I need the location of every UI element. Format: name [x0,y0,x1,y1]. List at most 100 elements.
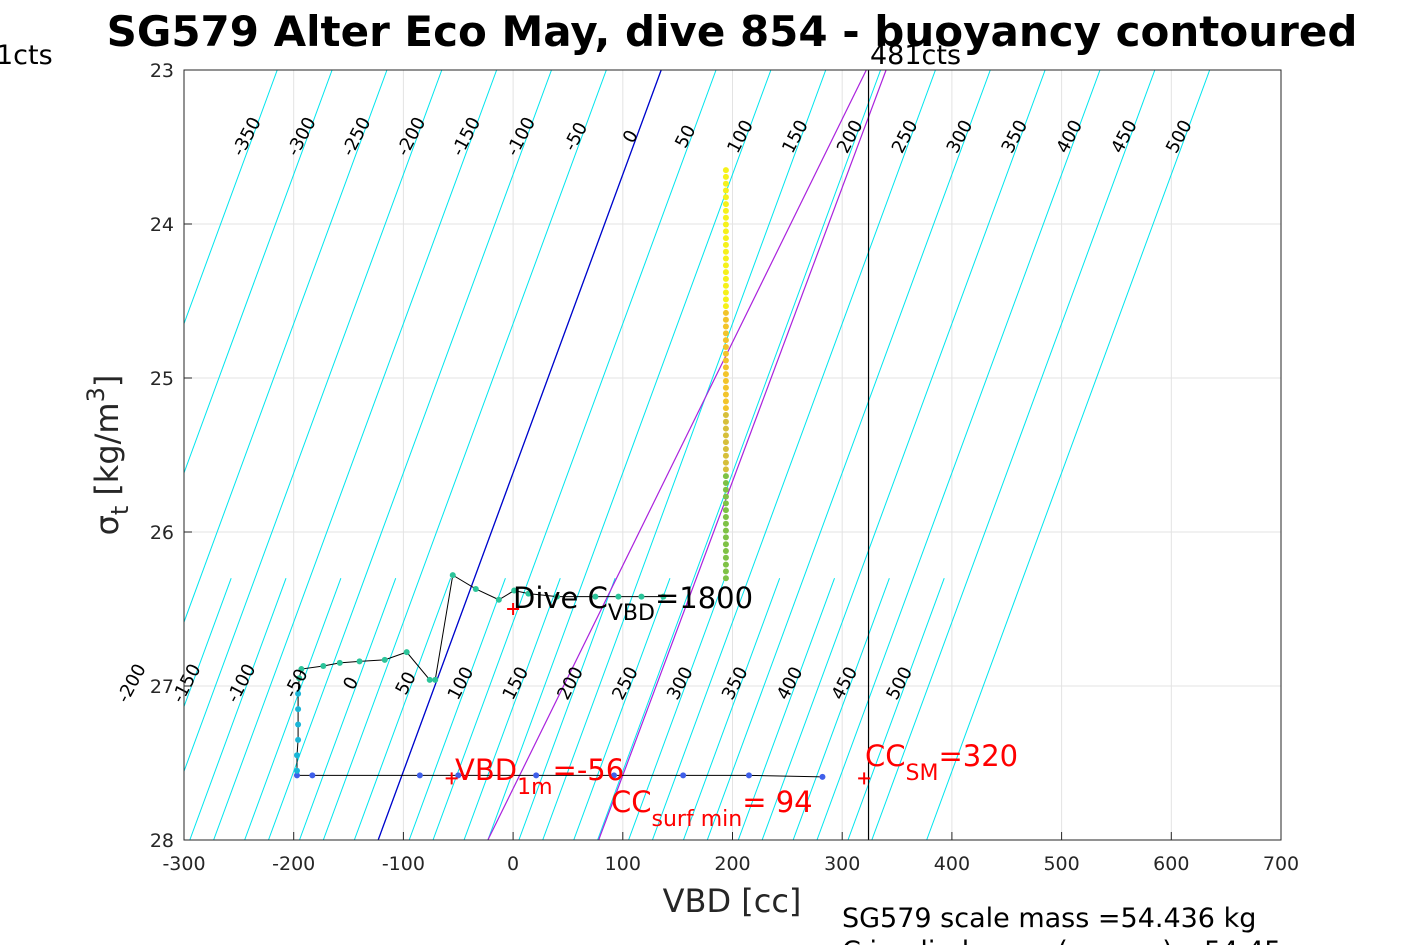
cc-sm-pre: CC [865,739,906,773]
vertical-cluster-point [722,513,729,520]
x-tick-label: -100 [382,853,425,875]
vertical-cluster-point [722,201,729,208]
vertical-cluster-point [722,459,729,466]
vertical-cluster-point [722,568,729,575]
vertical-cluster-point [722,187,729,194]
descent-trace-point [293,752,300,759]
descent-trace-point [426,676,433,683]
lower-contour-line [628,578,726,840]
descent-trace-point [615,593,622,600]
vertical-cluster-point [722,384,729,391]
vertical-cluster-point [722,343,729,350]
vertical-cluster-point [722,194,729,201]
descent-trace-point [295,736,302,743]
vertical-cluster-point [722,561,729,568]
upper-contour-line [322,70,607,840]
vertical-cluster-point [722,527,729,534]
descent-trace-point [449,572,456,579]
vertical-cluster-point [722,411,729,418]
footer-implied-mass: C implied mass (oregon) =54.45 [842,936,1281,945]
x-tick-label: 0 [507,853,519,875]
upper-contour-line [597,70,882,840]
vertical-cluster-point [722,466,729,473]
vertical-cluster-point [722,275,729,282]
purple-line [598,70,887,840]
vertical-cluster-point [722,350,729,357]
descent-trace-point [293,767,300,774]
vertical-cluster-point [722,228,729,235]
vertical-cluster-point [722,262,729,269]
descent-trace-point [336,659,343,666]
vbd-1m-sub: 1m [517,775,552,800]
red-plus-markers [445,603,871,785]
zero-buoyancy-line [377,70,662,840]
y-tick-label: 25 [150,368,174,390]
upper-contour-line [213,70,498,840]
descent-trace-point [472,585,479,592]
bottom-trace-point [455,772,462,779]
cts-right-label: 481cts [870,40,961,71]
vertical-cluster-point [722,221,729,228]
upper-contour-line [926,70,1211,840]
descent-trace-point [403,649,410,656]
vertical-cluster-point [722,547,729,554]
vertical-cluster-point [722,445,729,452]
upper-contour-line [184,70,388,624]
vertical-cluster-point [722,214,729,221]
vertical-cluster-point [722,486,729,493]
reference-lines [377,70,887,840]
vertical-cluster-point [722,207,729,214]
x-tick-label: 300 [824,853,860,875]
vertical-cluster-point [722,541,729,548]
vertical-cluster-point [722,330,729,337]
dive-c-vbd-annotation: Dive CVBD=1800 [513,581,753,626]
x-tick-label: 500 [1043,853,1079,875]
cc-surf-min-annotation: CCsurf min= 94 [611,785,813,832]
vertical-cluster-point [722,398,729,405]
vertical-cluster-point [722,520,729,527]
bottom-trace-point [680,772,687,779]
bottom-trace-point [819,773,826,780]
lower-contour-line [189,578,287,840]
cc-surf-sub: surf min [652,807,743,832]
x-tick-label: 100 [605,853,641,875]
lower-contour-line [299,578,397,840]
upper-contour-line [871,70,1156,840]
vertical-cluster-point [722,418,729,425]
bottom-trace-point [293,772,300,779]
vertical-cluster-point [722,425,729,432]
descent-trace-point [296,675,303,682]
svg-text:Dive CVBD=1800: Dive CVBD=1800 [513,581,753,626]
cc-sm-annotation: CCSM=320 [865,739,1018,786]
vertical-cluster-point [722,309,729,316]
descent-trace-point [298,666,305,673]
chart-title: SG579 Alter Eco May, dive 854 - buoyancy… [107,7,1358,56]
y-tick-label: 23 [150,60,174,82]
descent-trace-point [553,593,560,600]
descent-trace-point [511,587,518,594]
vertical-cluster-point [722,452,729,459]
y-label-sigma: σ [88,515,126,535]
y-tick-label: 27 [150,676,174,698]
purple-line [487,70,867,840]
upper-contour-line [706,70,991,840]
vertical-cluster-point [722,377,729,384]
lower-contour-line [847,578,945,840]
vertical-cluster-point [722,235,729,242]
x-axis-ticks: -300 -200 -100 0 100 200 300 400 500 600 700 [162,832,1299,875]
vertical-cluster-point [722,316,729,323]
cc-surf-pre: CC [611,785,652,819]
descent-trace-point [381,656,388,663]
vertical-cluster-point [722,357,729,364]
vertical-cluster-point [722,493,729,500]
bottom-trace-point [309,772,316,779]
y-axis-label: σt [kg/m3] [82,375,134,536]
descent-trace-point [295,721,302,728]
buoyancy-contours [184,70,1211,840]
vertical-cluster-point [722,241,729,248]
vertical-cluster-point [722,323,729,330]
lower-contour-line [463,578,561,840]
descent-trace-point [356,658,363,665]
y-label-unit: [kg/m [88,402,126,495]
